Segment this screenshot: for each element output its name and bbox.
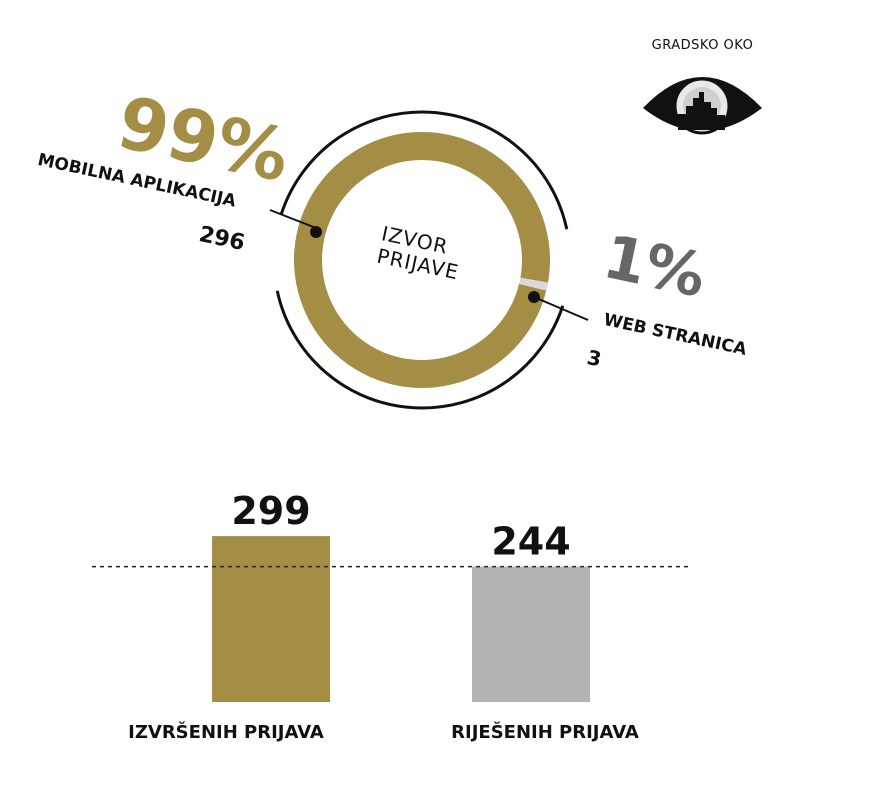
bar-group: 299 244 — [212, 489, 590, 702]
source-donut-chart — [269, 110, 589, 410]
left-leader-dot — [310, 226, 322, 238]
bar-category-label-executed: IZVRŠENIH PRIJAVA — [128, 722, 324, 743]
decorative-arc-bottom — [275, 290, 565, 410]
right-leader-line — [533, 296, 589, 321]
bar-value-label-1: 244 — [491, 520, 570, 564]
donut-slices — [294, 131, 551, 388]
bar-value-label-0: 299 — [231, 489, 310, 533]
logo-title: GRADSKO OKO — [651, 38, 754, 53]
left-leader-line — [269, 209, 317, 229]
right-leader-dot — [528, 291, 540, 303]
bar-1 — [472, 566, 590, 702]
donut-slice-web — [519, 277, 548, 291]
bar-0 — [212, 536, 330, 702]
eye-city-skyline-icon — [643, 77, 762, 135]
bar-category-label-resolved: RIJEŠENIH PRIJAVA — [451, 722, 639, 743]
decorative-arc-top — [279, 110, 569, 230]
mobile-count: 296 — [196, 222, 247, 257]
reports-bar-chart: 299 244 — [92, 489, 690, 702]
web-label: WEB STRANICA — [601, 310, 749, 360]
web-percent: 1% — [597, 222, 712, 312]
